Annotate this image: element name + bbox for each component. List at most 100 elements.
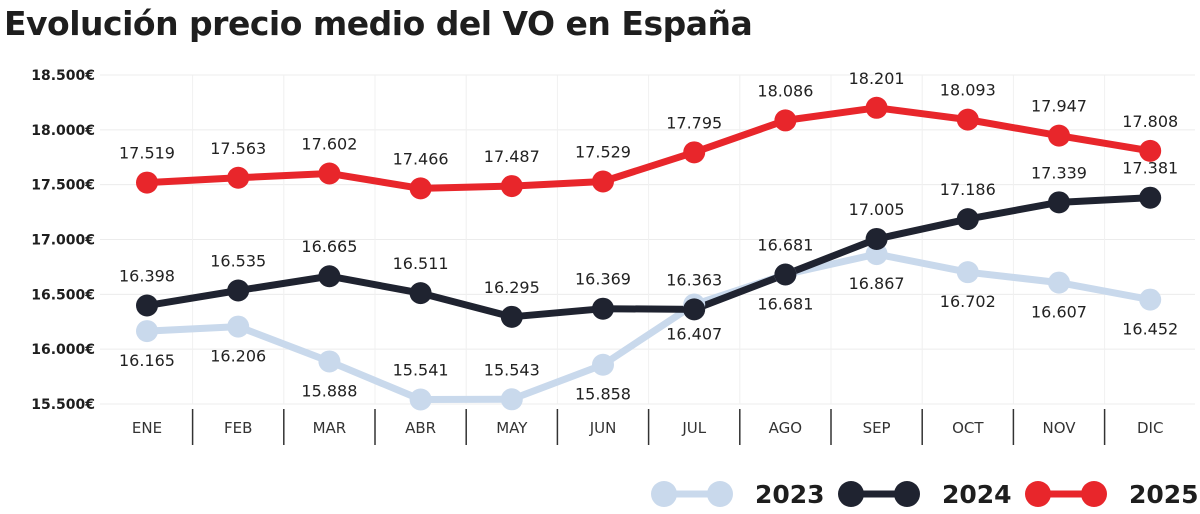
data-point-2025: [409, 177, 432, 200]
data-point-2024: [865, 227, 888, 250]
data-label-2023: 15.541: [393, 361, 449, 380]
data-label-2025: 17.529: [575, 142, 631, 161]
data-label-2023: 16.867: [849, 274, 905, 293]
series-line-2024: [146, 194, 1151, 321]
data-point-2023: [956, 261, 979, 284]
data-point-2024: [500, 305, 523, 328]
data-label-2025: 18.201: [849, 69, 905, 88]
legend-marker-2023: [707, 481, 733, 507]
legend-marker-2025: [1081, 481, 1107, 507]
data-label-2025: 17.466: [393, 149, 449, 168]
data-point-2023: [409, 388, 432, 411]
data-point-2024: [592, 297, 614, 320]
legend-marker-2024: [838, 481, 864, 507]
data-point-2025: [500, 175, 523, 198]
data-point-2024: [1048, 191, 1070, 214]
y-tick-label: 17.500€: [31, 178, 95, 194]
data-label-2024: 17.005: [849, 200, 905, 219]
chart-title: Evolución precio medio del VO en España: [4, 4, 753, 43]
data-point-2024: [683, 298, 706, 321]
data-point-2024: [956, 208, 979, 231]
data-point-2025: [683, 141, 706, 164]
data-point-2025: [1048, 124, 1070, 147]
data-point-2024: [136, 294, 158, 317]
data-point-2025: [956, 108, 979, 131]
data-label-2024: 17.186: [940, 180, 996, 199]
data-label-2025: 18.093: [940, 81, 996, 100]
data-point-2024: [774, 263, 797, 286]
x-tick-label: FEB: [224, 419, 252, 437]
y-tick-label: 15.500€: [31, 397, 95, 413]
data-label-2024: 16.369: [575, 270, 631, 289]
data-point-2024: [227, 279, 250, 302]
data-point-2023: [1048, 271, 1070, 294]
data-point-2025: [592, 170, 614, 193]
x-tick-label: MAR: [313, 419, 347, 437]
data-label-2023: 16.607: [1031, 303, 1087, 322]
data-label-2023: 16.165: [119, 351, 175, 370]
x-tick-label: ENE: [132, 419, 162, 437]
legend-marker-2025: [1025, 481, 1051, 507]
y-tick-label: 17.000€: [31, 233, 95, 249]
x-tick-label: JUL: [681, 419, 706, 437]
data-point-2025: [1139, 139, 1162, 162]
data-point-2024: [409, 282, 432, 305]
x-tick-label: AGO: [769, 419, 802, 437]
data-label-2024: 16.398: [119, 267, 175, 286]
legend-marker-2023: [651, 481, 677, 507]
data-label-2023: 16.452: [1122, 320, 1178, 339]
x-tick-label: NOV: [1042, 419, 1076, 437]
data-label-2023: 15.543: [484, 360, 540, 379]
legend-label-2024: 2024: [942, 480, 1012, 509]
data-point-2024: [318, 265, 341, 288]
series-line-2023: [146, 250, 1151, 404]
data-point-2023: [1139, 288, 1162, 311]
data-label-2024: 16.535: [210, 251, 266, 270]
data-point-2023: [227, 315, 250, 338]
data-label-2023: 16.681: [757, 294, 813, 313]
y-tick-label: 16.000€: [31, 342, 95, 358]
y-tick-label: 16.500€: [31, 287, 95, 303]
data-point-2023: [592, 353, 614, 376]
x-tick-label: DIC: [1137, 419, 1163, 437]
data-label-2023: 16.407: [666, 325, 722, 344]
data-label-2024: 16.511: [393, 254, 449, 273]
data-label-2025: 17.602: [301, 134, 357, 153]
data-label-2024: 17.339: [1031, 163, 1087, 182]
data-label-2024: 16.681: [757, 235, 813, 254]
data-label-2025: 17.563: [210, 139, 266, 158]
data-label-2025: 17.808: [1122, 112, 1178, 131]
data-label-2025: 17.519: [119, 144, 175, 163]
data-label-2024: 16.363: [666, 270, 722, 289]
data-point-2024: [1139, 186, 1162, 209]
data-point-2025: [318, 162, 341, 185]
data-label-2025: 17.487: [484, 147, 540, 166]
x-tick-label: SEP: [863, 419, 891, 437]
data-point-2023: [865, 243, 888, 266]
data-point-2025: [136, 171, 158, 194]
legend-marker-2024: [894, 481, 920, 507]
data-label-2024: 16.295: [484, 278, 540, 297]
y-tick-label: 18.500€: [31, 68, 95, 84]
series-line-2025: [146, 104, 1151, 192]
data-point-2023: [500, 388, 523, 411]
data-label-2023: 15.888: [301, 381, 357, 400]
data-label-2023: 15.858: [575, 385, 631, 404]
legend-label-2025: 2025: [1129, 480, 1199, 509]
legend-label-2023: 2023: [755, 480, 825, 509]
data-label-2025: 17.795: [666, 113, 722, 132]
data-label-2023: 16.702: [940, 292, 996, 311]
x-tick-label: MAY: [496, 419, 528, 437]
data-label-2023: 16.206: [210, 347, 266, 366]
y-tick-label: 18.000€: [31, 123, 95, 139]
x-tick-label: JUN: [589, 419, 617, 437]
x-tick-label: ABR: [405, 419, 436, 437]
data-point-2025: [865, 96, 888, 119]
data-point-2023: [318, 350, 341, 373]
data-point-2023: [136, 320, 158, 343]
data-label-2025: 18.086: [757, 81, 813, 100]
x-tick-label: OCT: [952, 419, 984, 437]
data-point-2025: [227, 166, 250, 189]
data-label-2024: 16.665: [301, 237, 357, 256]
